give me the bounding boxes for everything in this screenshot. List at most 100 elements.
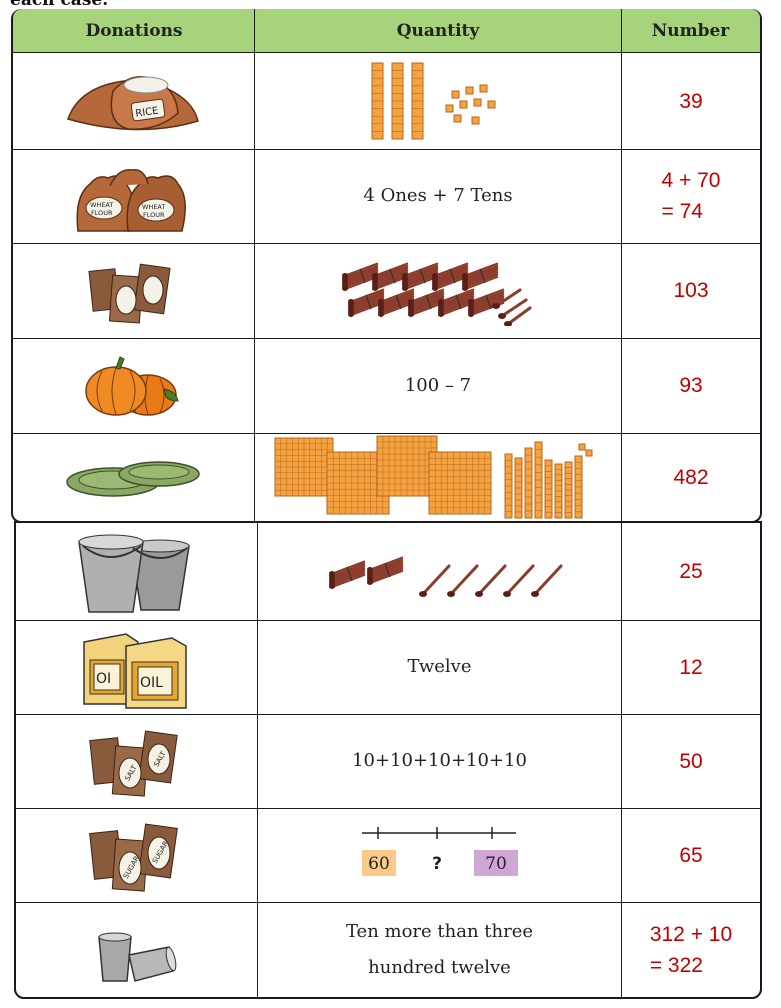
- row-divider: [14, 902, 762, 903]
- wheat-flour-bags-icon: WHEAT FLOUR WHEAT FLOUR: [11, 149, 254, 243]
- quantity-text: 4 Ones + 7 Tens: [363, 185, 513, 206]
- unit-cube: [479, 84, 488, 93]
- column-divider: [254, 9, 255, 523]
- row-divider: [14, 620, 762, 621]
- number-line-unknown-label: ?: [432, 854, 442, 874]
- matchstick-bundle: [438, 287, 475, 317]
- pulses-packets-icon: [11, 243, 254, 338]
- ten-rod: [371, 62, 384, 140]
- hundred-flat: [274, 437, 334, 497]
- matchstick-bundle: [462, 261, 499, 291]
- svg-text:FLOUR: FLOUR: [143, 211, 165, 219]
- unit-cube: [451, 90, 460, 99]
- ten-rod: [574, 455, 583, 519]
- table-lower-frame: [14, 521, 762, 999]
- matchstick-bundle: [468, 287, 505, 317]
- ten-rod: [411, 62, 424, 140]
- matchstick: [418, 564, 450, 597]
- matchstick: [498, 298, 528, 319]
- answer-number: 65: [679, 843, 703, 867]
- quantity-line-2: hundred twelve: [368, 956, 511, 978]
- quantity-number-line: 60 ? 70: [258, 808, 621, 902]
- row-divider: [11, 243, 762, 244]
- quantity-base-ten-blocks: [255, 53, 621, 149]
- answer-line-2: = 74: [661, 200, 703, 223]
- row-divider: [14, 714, 762, 715]
- rice-bag-icon: RICE: [11, 53, 254, 149]
- unit-cube: [471, 116, 480, 125]
- box-60: [361, 850, 396, 876]
- answer-number: 103: [673, 279, 709, 302]
- quantity-text: Twelve: [407, 656, 472, 677]
- answer-number: 312 + 10 = 322: [622, 902, 760, 997]
- row-divider: [11, 338, 762, 339]
- matchstick: [504, 306, 532, 326]
- row-divider: [14, 808, 762, 809]
- column-divider: [621, 9, 622, 523]
- matchstick: [474, 564, 506, 597]
- unit-cube: [487, 100, 496, 109]
- ten-rod: [504, 453, 513, 519]
- unit-cube: [473, 98, 482, 107]
- pumpkins-icon: [11, 338, 254, 433]
- ten-rod: [534, 441, 543, 519]
- matchstick: [492, 288, 522, 309]
- unit-cube: [465, 86, 474, 95]
- matchstick: [530, 564, 562, 597]
- answer-number: 482: [673, 465, 709, 489]
- ten-rod: [544, 459, 553, 519]
- svg-text:WHEAT: WHEAT: [90, 201, 113, 209]
- ten-rod: [564, 461, 573, 519]
- unit-cube: [445, 104, 454, 113]
- answer-number: 50: [679, 749, 703, 773]
- svg-text:OI: OI: [96, 671, 111, 687]
- ten-rod: [554, 463, 563, 519]
- row-divider: [11, 433, 762, 434]
- hundred-flat: [428, 451, 492, 515]
- matchstick-bundle: [366, 555, 403, 585]
- answer-line-1: 312 + 10: [649, 922, 733, 946]
- quantity-matchstick-bundles: [258, 523, 621, 620]
- matchstick: [502, 564, 534, 597]
- buckets-icon: [14, 523, 257, 620]
- header-quantity: Quantity: [255, 9, 621, 53]
- header-number: Number: [621, 9, 760, 53]
- oil-cans-icon: OI OIL: [14, 620, 257, 714]
- answer-number: 93: [679, 374, 703, 397]
- unit-cube: [578, 443, 586, 451]
- salt-packets-icon: SALT SALT: [14, 714, 257, 808]
- unit-cube: [453, 114, 462, 123]
- answer-number: 39: [679, 89, 703, 113]
- unit-cube: [459, 100, 468, 109]
- unit-cube: [585, 449, 593, 457]
- svg-text:FLOUR: FLOUR: [91, 209, 113, 217]
- svg-text:OIL: OIL: [140, 675, 163, 691]
- sugar-packets-icon: SUGAR SUGAR: [14, 808, 257, 902]
- matchstick: [446, 564, 478, 597]
- hundred-flat: [376, 435, 438, 497]
- svg-text:RICE: RICE: [134, 106, 159, 120]
- answer-number: 12: [679, 655, 703, 679]
- answer-line-2: = 322: [649, 953, 703, 977]
- header-donations: Donations: [13, 9, 255, 53]
- quantity-base-ten-blocks: [255, 433, 621, 521]
- steel-tumblers-icon: [14, 902, 257, 997]
- quantity-line-1: Ten more than three: [345, 920, 534, 942]
- number-line-left-label: 60: [368, 854, 390, 874]
- ten-rod: [391, 62, 404, 140]
- cut-off-instruction-text: each case.: [10, 0, 109, 10]
- quantity-matchstick-bundles: [255, 243, 621, 338]
- donations-table: Donations Quantity Number RICE 39: [11, 9, 762, 999]
- matchstick-bundle: [328, 559, 365, 589]
- quantity-text: 10+10+10+10+10: [352, 750, 527, 771]
- column-divider: [257, 521, 258, 999]
- answer-line-1: 4 + 70: [661, 169, 721, 192]
- ten-rod: [514, 457, 523, 519]
- quantity-text: Ten more than three hundred twelve: [258, 902, 621, 997]
- number-line-right-label: 70: [485, 854, 507, 874]
- column-divider: [621, 521, 622, 999]
- green-plates-icon: [11, 433, 254, 521]
- ten-rod: [524, 447, 533, 519]
- svg-text:WHEAT: WHEAT: [142, 203, 165, 211]
- row-divider: [11, 149, 762, 150]
